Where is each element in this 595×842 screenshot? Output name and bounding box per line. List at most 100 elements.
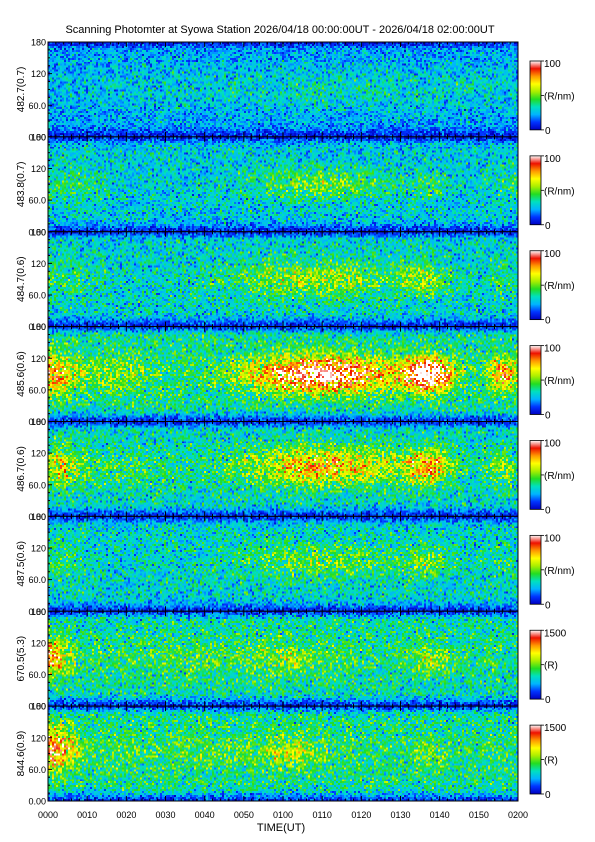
panel-label: 484.7(0.6) xyxy=(16,256,27,302)
colorbar xyxy=(529,440,542,510)
heatmap-image xyxy=(48,42,518,137)
colorbar xyxy=(529,534,542,605)
colorbar-min-label: 0 xyxy=(545,316,551,327)
y-tick-label: 120 xyxy=(31,544,46,554)
y-tick-label: 180 xyxy=(31,512,46,522)
colorbar xyxy=(529,724,542,795)
y-tick-label: 120 xyxy=(31,259,46,269)
y-tick-label: 180 xyxy=(31,702,46,712)
y-tick-label: 120 xyxy=(31,164,46,174)
chart-title: Scanning Photomter at Syowa Station 2026… xyxy=(65,24,495,36)
panel-label: 670.5(5.3) xyxy=(16,636,27,682)
heatmap-image xyxy=(48,611,518,707)
heatmap-image xyxy=(48,326,518,422)
y-tick-label: 180 xyxy=(31,132,46,142)
colorbar-min-label: 0 xyxy=(545,126,551,137)
colorbar-max-label: 1500 xyxy=(544,628,567,639)
panel-label: 482.7(0.7) xyxy=(16,67,27,113)
colorbar-unit-label: (R) xyxy=(544,756,558,767)
colorbar-min-label: 0 xyxy=(545,411,551,422)
x-tick-label: 0000 xyxy=(38,810,58,820)
colorbar-min-label: 0 xyxy=(545,221,551,232)
x-tick-label: 0020 xyxy=(116,810,136,820)
x-tick-label: 0200 xyxy=(508,810,528,820)
x-tick-label: 0100 xyxy=(273,810,293,820)
y-tick-label: 180 xyxy=(31,417,46,427)
colorbar-max-label: 1500 xyxy=(544,723,567,734)
colorbar-min-label: 0 xyxy=(545,790,551,801)
x-tick-label: 0030 xyxy=(155,810,175,820)
y-tick-label: 180 xyxy=(31,38,46,48)
colorbar-min-label: 0 xyxy=(545,695,551,706)
y-tick-label: 60.0 xyxy=(28,385,46,395)
x-tick-label: 0120 xyxy=(351,810,371,820)
panel-label: 487.5(0.6) xyxy=(16,541,27,587)
y-tick-label: 0.00 xyxy=(28,227,46,237)
y-tick-label: 180 xyxy=(31,607,46,617)
panel-1: 0.00 60.0 120 180 483.8(0.7) 100 (R/nm) 0 xyxy=(16,132,575,237)
heatmap-image xyxy=(48,136,518,232)
x-tick-label: 0040 xyxy=(195,810,215,820)
panel-label: 485.6(0.6) xyxy=(16,351,27,397)
colorbar-min-label: 0 xyxy=(545,600,551,611)
y-tick-label: 180 xyxy=(31,227,46,237)
panel-4: 0.00 60.0 120 180 486.7(0.6) 100 (R/nm) 0 xyxy=(16,417,575,522)
y-tick-label: 120 xyxy=(31,733,46,743)
y-tick-label: 180 xyxy=(31,322,46,332)
y-tick-label: 60.0 xyxy=(28,575,46,585)
y-tick-label: 60.0 xyxy=(28,670,46,680)
y-tick-label: 0.00 xyxy=(28,702,46,712)
colorbar-unit-label: (R/nm) xyxy=(544,186,575,197)
y-tick-label: 0.00 xyxy=(28,797,46,807)
colorbar-max-label: 100 xyxy=(544,59,561,70)
colorbar-unit-label: (R/nm) xyxy=(544,91,575,102)
panel-label: 844.6(0.9) xyxy=(16,731,27,777)
colorbar-max-label: 100 xyxy=(544,439,561,450)
y-tick-label: 60.0 xyxy=(28,291,46,301)
panel-label: 483.8(0.7) xyxy=(16,162,27,208)
y-tick-label: 0.00 xyxy=(28,512,46,522)
y-tick-label: 0.00 xyxy=(28,132,46,142)
colorbar xyxy=(529,155,542,226)
colorbar-max-label: 100 xyxy=(544,533,561,544)
colorbar-max-label: 100 xyxy=(544,154,561,165)
x-tick-label: 0130 xyxy=(390,810,410,820)
y-tick-label: 0.00 xyxy=(28,322,46,332)
y-tick-label: 0.00 xyxy=(28,417,46,427)
y-tick-label: 60.0 xyxy=(28,101,46,111)
x-tick-label: 0140 xyxy=(430,810,450,820)
y-tick-label: 120 xyxy=(31,69,46,79)
y-tick-label: 120 xyxy=(31,354,46,364)
panel-5: 0.00 60.0 120 180 487.5(0.6) 100 (R/nm) 0 xyxy=(16,512,575,617)
colorbar xyxy=(529,345,542,415)
panel-6: 0.00 60.0 120 180 670.5(5.3) 1500 (R) 0 xyxy=(16,607,567,712)
colorbar-max-label: 100 xyxy=(544,249,561,260)
x-tick-label: 0150 xyxy=(469,810,489,820)
heatmap-image xyxy=(48,421,518,517)
y-tick-label: 60.0 xyxy=(28,196,46,206)
panel-0: 0.00 60.0 120 180 482.7(0.7) 100 (R/nm) 0 xyxy=(16,38,575,143)
x-tick-label: 0050 xyxy=(234,810,254,820)
x-axis-label: TIME(UT) xyxy=(257,822,305,834)
y-tick-label: 0.00 xyxy=(28,607,46,617)
colorbar-unit-label: (R/nm) xyxy=(544,471,575,482)
heatmap-image xyxy=(48,231,518,327)
panel-3: 0.00 60.0 120 180 485.6(0.6) 100 (R/nm) 0 xyxy=(16,322,575,427)
panel-label: 486.7(0.6) xyxy=(16,446,27,492)
colorbar-unit-label: (R) xyxy=(544,661,558,672)
colorbar-min-label: 0 xyxy=(545,505,551,516)
y-tick-label: 60.0 xyxy=(28,765,46,775)
y-tick-label: 120 xyxy=(31,449,46,459)
colorbar xyxy=(529,60,542,131)
colorbar-unit-label: (R/nm) xyxy=(544,566,575,577)
panel-2: 0.00 60.0 120 180 484.7(0.6) 100 (R/nm) 0 xyxy=(16,227,575,332)
colorbar xyxy=(529,629,542,700)
y-tick-label: 120 xyxy=(31,638,46,648)
heatmap-image xyxy=(48,706,518,801)
colorbar-unit-label: (R/nm) xyxy=(544,376,575,387)
colorbar xyxy=(529,250,542,321)
y-tick-label: 60.0 xyxy=(28,480,46,490)
x-tick-label: 0110 xyxy=(312,810,331,820)
panel-7: 0.00 60.0 120 180 844.6(0.9) 1500 (R) 0 xyxy=(16,702,567,807)
